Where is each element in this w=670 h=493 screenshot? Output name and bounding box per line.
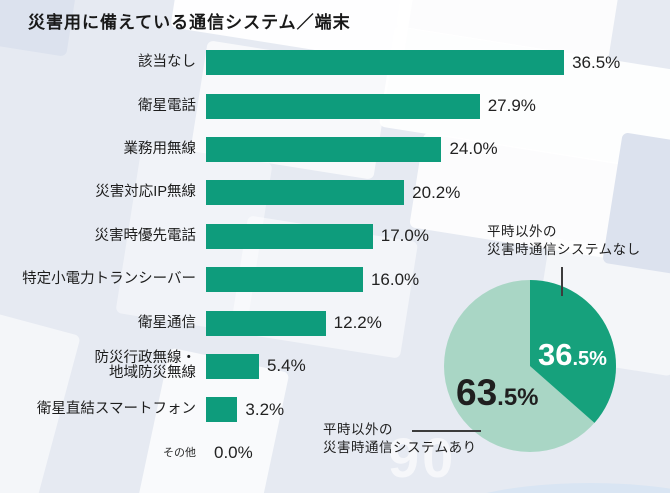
bar-rows: 該当なし 36.5% 衛星電話 27.9% 業務用無線 24.0% 災害対応IP無線 20.2…: [0, 41, 670, 475]
callout-connector-have: [412, 430, 481, 432]
page-title: 災害用に備えている通信システム／端末: [28, 13, 351, 32]
bar: [206, 310, 326, 336]
bar-chart: 該当なし 36.5% 衛星電話 27.9% 業務用無線 24.0% 災害対応IP無線 20.2…: [0, 41, 670, 475]
callout-none-line2: 災害時通信システムなし: [487, 242, 641, 257]
pie-value-have-int: 63: [456, 372, 498, 413]
bar-row: 特定小電力トランシーバー 16.0%: [0, 258, 670, 301]
bar-row: 防災行政無線・ 地域防災無線 5.4%: [0, 345, 670, 388]
value-label: 0.0%: [214, 443, 253, 463]
pie-slice-none: [530, 280, 617, 423]
category-label: 衛星通信: [138, 314, 196, 331]
category-label: 特定小電力トランシーバー: [22, 271, 196, 288]
category-label: その他: [163, 446, 196, 459]
bar: [206, 397, 238, 423]
watermark-number: 90: [388, 426, 457, 489]
bar: [206, 267, 363, 293]
pie-value-have-frac: .5%: [497, 384, 539, 411]
bottom-arc-decoration: [425, 483, 670, 493]
bar-row: 業務用無線 24.0%: [0, 128, 670, 171]
pie-value-none-int: 36: [538, 337, 573, 372]
value-label: 20.2%: [412, 182, 461, 202]
bar-row: その他 0.0%: [0, 432, 670, 475]
value-label: 12.2%: [333, 313, 382, 333]
callout-none-line1: 平時以外の: [487, 224, 557, 239]
bar: [206, 136, 442, 162]
category-label: 災害時優先電話: [94, 227, 197, 244]
callout-have-line1: 平時以外の: [323, 422, 393, 437]
pie-callout-have-label: 平時以外の 災害時通信システムあり: [323, 421, 477, 457]
pie-value-have: 63 .5%: [456, 374, 539, 411]
bar-row: 災害時優先電話 17.0%: [0, 215, 670, 258]
bar: [206, 93, 480, 119]
callout-have-line2: 災害時通信システムあり: [323, 440, 477, 455]
value-label: 36.5%: [572, 52, 621, 72]
value-label: 24.0%: [449, 139, 498, 159]
value-label: 27.9%: [487, 96, 536, 116]
bar-row: 災害対応IP無線 20.2%: [0, 171, 670, 214]
category-label: 災害対応IP無線: [95, 184, 196, 201]
bar: [206, 223, 373, 249]
value-label: 16.0%: [370, 269, 420, 289]
bar-row: 衛星電話 27.9%: [0, 84, 670, 127]
bar: [206, 180, 405, 206]
category-label: 衛星電話: [138, 97, 196, 114]
pie-value-none: 36 .5%: [538, 339, 607, 370]
bar-row: 該当なし 36.5%: [0, 41, 670, 84]
bar-row: 衛星直結スマートフォン 3.2%: [0, 388, 670, 431]
value-label: 17.0%: [380, 226, 429, 246]
value-label: 5.4%: [266, 356, 306, 376]
bar: [206, 50, 565, 76]
category-label: 防災行政無線・ 地域防災無線: [94, 350, 197, 382]
value-label: 3.2%: [245, 399, 285, 419]
pie-value-none-frac: .5%: [572, 348, 607, 370]
bar: [206, 353, 259, 379]
category-label: 該当なし: [138, 54, 196, 71]
pie-chart: [444, 280, 617, 452]
bar-row: 衛星通信 12.2%: [0, 301, 670, 344]
callout-connector-none: [561, 267, 563, 296]
category-label: 業務用無線: [123, 140, 197, 157]
category-label: 衛星直結スマートフォン: [36, 401, 196, 418]
pie-callout-none-label: 平時以外の 災害時通信システムなし: [487, 223, 641, 259]
